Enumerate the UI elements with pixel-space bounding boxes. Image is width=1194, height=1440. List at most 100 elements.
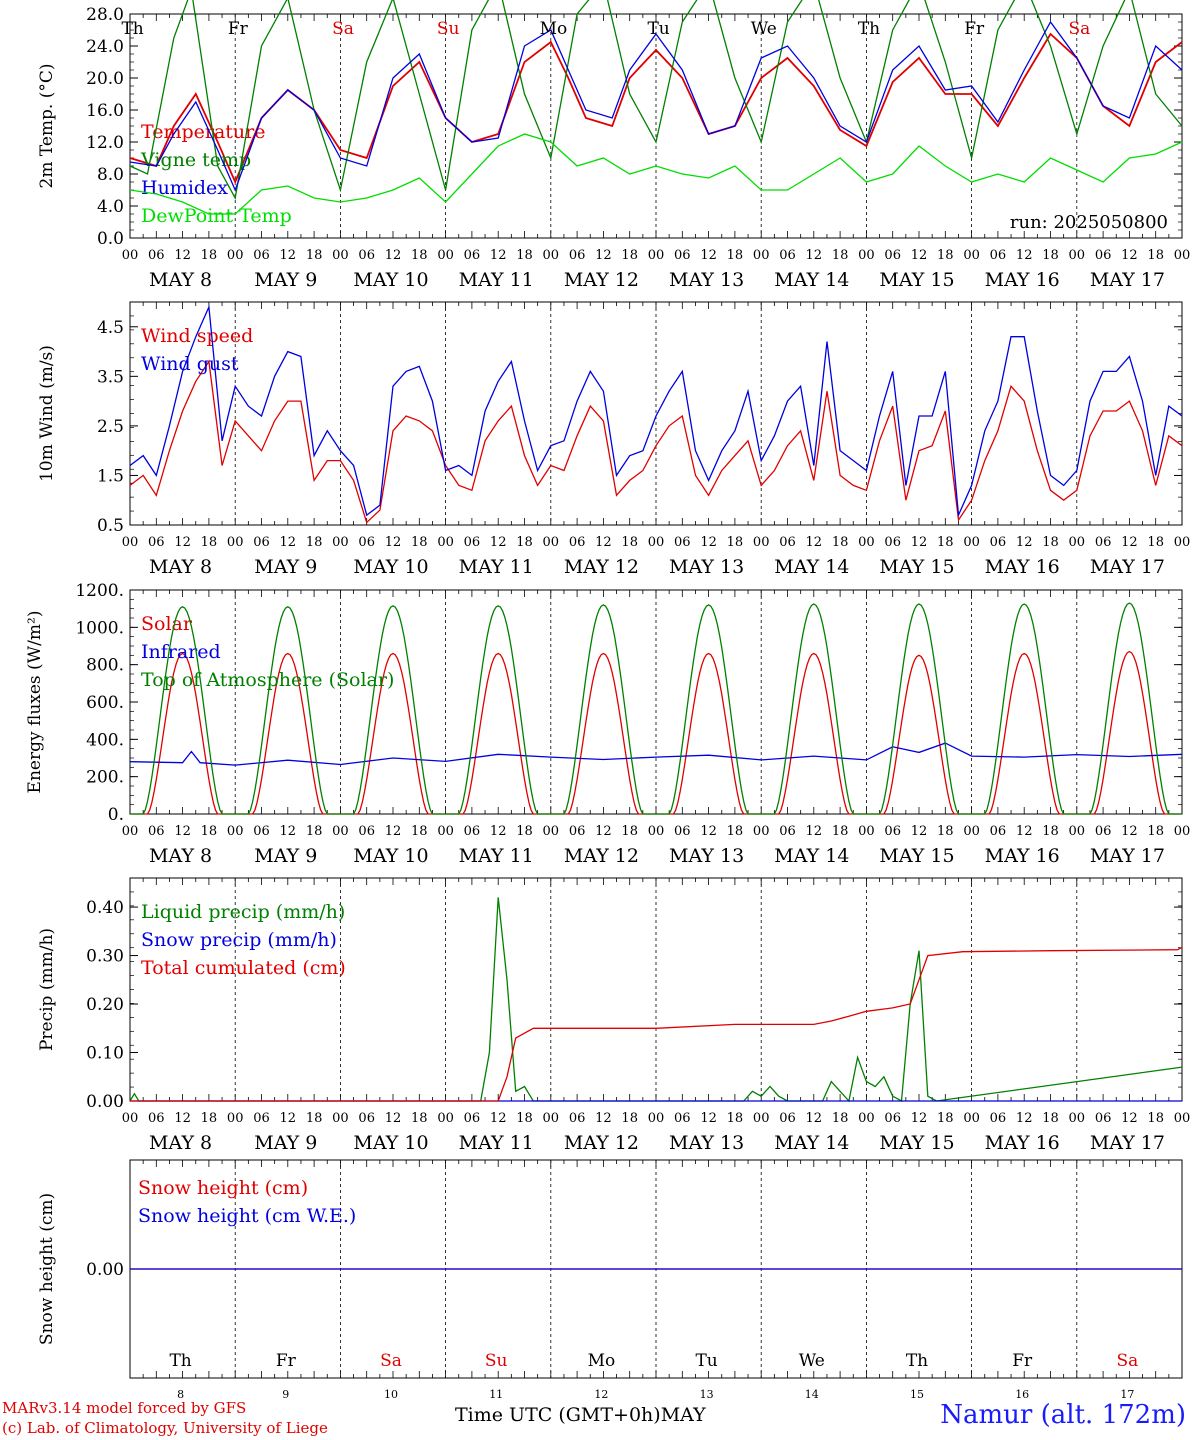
hour-tick-label: 12 — [174, 824, 191, 839]
panel-3-legend-entry: Top of Atmosphere (Solar) — [141, 669, 394, 691]
panel-1-y-tick-label: 24.0 — [86, 37, 124, 57]
hour-tick-label: 18 — [411, 535, 428, 550]
hour-tick-label: 12 — [174, 1111, 191, 1126]
date-label: MAY 17 — [1090, 1132, 1165, 1154]
panel-1-series-line — [129, 0, 1183, 200]
hour-tick-label: 06 — [464, 248, 481, 263]
hour-tick-label: 12 — [1121, 248, 1138, 263]
date-label: MAY 9 — [254, 556, 317, 578]
hour-tick-label: 00 — [858, 535, 875, 550]
panel-2-series-line — [129, 304, 1183, 518]
weekday-label: Sa — [332, 19, 354, 39]
hour-tick-label: 06 — [253, 248, 270, 263]
hour-tick-label: 18 — [727, 824, 744, 839]
hour-tick-label: 06 — [990, 535, 1007, 550]
panel-1-y-axis-title: 2m Temp. (°C) — [37, 63, 57, 188]
date-label: MAY 13 — [669, 1132, 744, 1154]
hour-tick-label: 18 — [937, 824, 954, 839]
hour-tick-label: 12 — [595, 248, 612, 263]
hour-tick-label: 00 — [437, 248, 454, 263]
hour-tick-label: 12 — [1121, 824, 1138, 839]
day-number-label: 13 — [700, 1388, 714, 1401]
hour-tick-label: 12 — [806, 535, 823, 550]
date-label: MAY 13 — [669, 556, 744, 578]
panel-3-legend-entry: Infrared — [141, 641, 221, 663]
hour-tick-label: 06 — [884, 824, 901, 839]
hour-tick-label: 18 — [201, 824, 218, 839]
hour-tick-label: 12 — [385, 535, 402, 550]
panel-1-y-tick-label: 20.0 — [86, 69, 124, 89]
day-number-label: 8 — [177, 1388, 184, 1401]
hour-tick-label: 00 — [858, 1111, 875, 1126]
hour-tick-label: 06 — [148, 535, 165, 550]
weekday-label: Tu — [647, 19, 669, 39]
hour-tick-label: 06 — [358, 535, 375, 550]
hour-tick-label: 18 — [516, 824, 533, 839]
date-label: MAY 14 — [774, 269, 849, 291]
hour-tick-label: 06 — [1095, 248, 1112, 263]
hour-tick-label: 18 — [937, 248, 954, 263]
hour-tick-label: 00 — [648, 535, 665, 550]
weekday-label: Sa — [1117, 1351, 1139, 1371]
date-label: MAY 17 — [1090, 845, 1165, 867]
hour-tick-label: 12 — [806, 248, 823, 263]
date-label: MAY 11 — [459, 269, 534, 291]
hour-tick-label: 12 — [280, 824, 297, 839]
hour-tick-label: 06 — [779, 1111, 796, 1126]
weekday-label: Sa — [1069, 19, 1091, 39]
weekday-label: Su — [437, 19, 460, 39]
hour-tick-label: 18 — [201, 248, 218, 263]
credit-lab: (c) Lab. of Climatology, University of L… — [2, 1419, 328, 1437]
hour-tick-label: 00 — [332, 1111, 349, 1126]
hour-tick-label: 18 — [727, 1111, 744, 1126]
hour-tick-label: 00 — [1174, 824, 1191, 839]
hour-tick-label: 06 — [148, 824, 165, 839]
date-label: MAY 9 — [254, 845, 317, 867]
weekday-label: Fr — [1012, 1351, 1033, 1371]
date-label: MAY 15 — [879, 845, 954, 867]
weekday-label: Th — [858, 19, 880, 39]
credit-model: MARv3.14 model forced by GFS — [2, 1399, 247, 1417]
hour-tick-label: 12 — [490, 1111, 507, 1126]
hour-tick-label: 12 — [385, 824, 402, 839]
panel-3-frame — [129, 589, 1183, 815]
hour-tick-label: 06 — [148, 1111, 165, 1126]
hour-tick-label: 00 — [122, 535, 139, 550]
x-axis-title: Time UTC (GMT+0h)MAY — [455, 1404, 706, 1426]
date-label: MAY 11 — [459, 845, 534, 867]
hour-tick-label: 06 — [253, 824, 270, 839]
panel-4-legend-entry: Total cumulated (cm) — [141, 957, 346, 979]
panel-1-series-line — [129, 20, 1183, 192]
panel-1-y-tick-label: 8.0 — [97, 165, 124, 185]
panel-4-series-line — [129, 897, 1183, 1103]
hour-tick-label: 00 — [963, 248, 980, 263]
hour-tick-label: 06 — [569, 248, 586, 263]
weekday-label: Tu — [695, 1351, 717, 1371]
day-number-label: 17 — [1120, 1388, 1134, 1401]
hour-tick-label: 06 — [569, 1111, 586, 1126]
date-label: MAY 14 — [774, 1132, 849, 1154]
hour-tick-label: 12 — [595, 824, 612, 839]
panel-1-series-line — [129, 133, 1183, 215]
panel-4-legend-entry: Snow precip (mm/h) — [141, 929, 337, 951]
date-label: MAY 12 — [564, 556, 639, 578]
hour-tick-label: 12 — [280, 248, 297, 263]
hour-tick-label: 00 — [122, 1111, 139, 1126]
station-label: Namur (alt. 172m) — [940, 1400, 1186, 1430]
x-axis-month: MAY — [660, 1404, 706, 1426]
hour-tick-label: 12 — [490, 248, 507, 263]
hour-tick-label: 18 — [832, 1111, 849, 1126]
panel-5-y-axis-title: Snow height (cm) — [37, 1193, 57, 1345]
hour-tick-label: 06 — [569, 824, 586, 839]
day-number-label: 16 — [1015, 1388, 1029, 1401]
weekday-label: We — [799, 1351, 825, 1371]
hour-tick-label: 06 — [1095, 535, 1112, 550]
hour-tick-label: 18 — [516, 535, 533, 550]
hour-tick-label: 00 — [227, 824, 244, 839]
hour-tick-label: 18 — [1042, 535, 1059, 550]
hour-tick-label: 12 — [806, 1111, 823, 1126]
weekday-label: Mo — [540, 19, 568, 39]
hour-tick-label: 06 — [990, 248, 1007, 263]
date-label: MAY 8 — [149, 1132, 212, 1154]
hour-tick-label: 00 — [753, 824, 770, 839]
